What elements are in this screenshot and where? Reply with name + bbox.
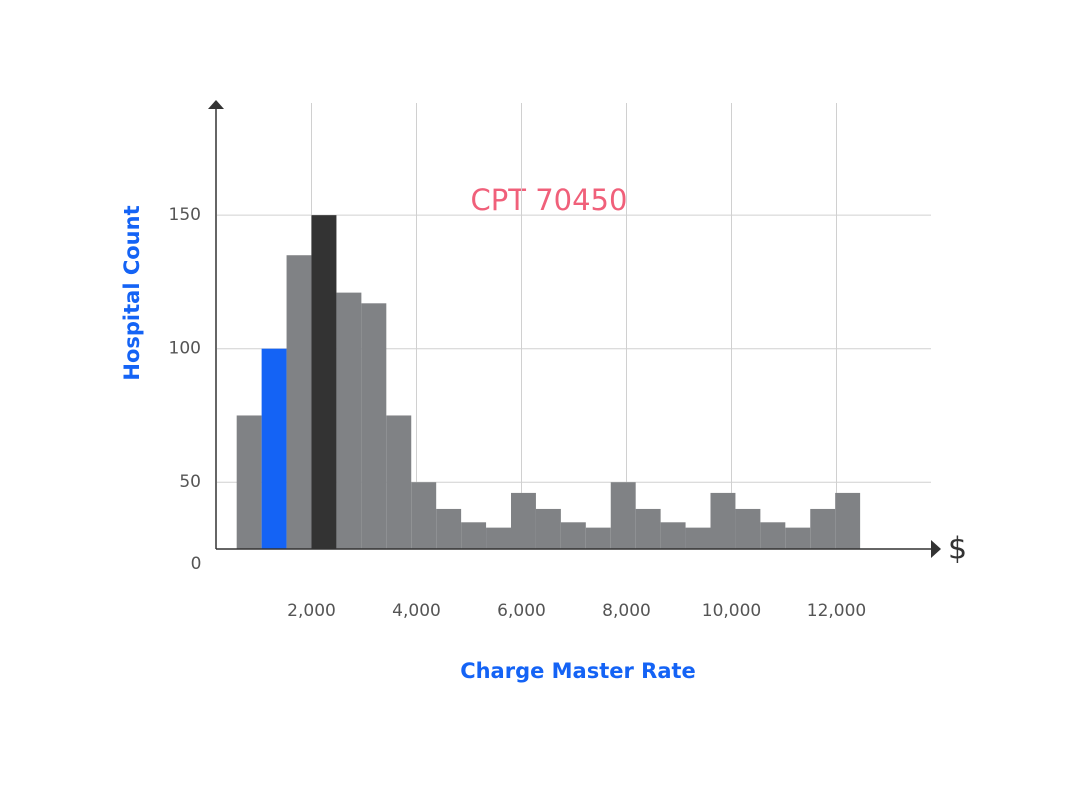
- bar: [535, 508, 561, 549]
- bar: [411, 482, 437, 549]
- x-tick-label: 6,000: [497, 601, 546, 621]
- y-axis-arrow: [208, 100, 224, 109]
- x-tick-label: 8,000: [602, 601, 651, 621]
- x-tick-label: 10,000: [702, 601, 761, 621]
- bar: [286, 255, 312, 549]
- bar: [361, 303, 387, 549]
- bar: [710, 492, 736, 549]
- origin-label: 0: [191, 554, 202, 574]
- x-tick-label: 4,000: [392, 601, 441, 621]
- x-tick-label: 12,000: [807, 601, 866, 621]
- bar: [511, 492, 536, 549]
- bar: [336, 292, 362, 549]
- bar: [735, 508, 761, 549]
- y-tick-label: 150: [169, 205, 201, 225]
- bar: [560, 522, 586, 549]
- y-tick-label: 50: [179, 472, 201, 492]
- x-axis-arrow: [931, 540, 941, 558]
- bar: [261, 348, 287, 549]
- bar: [386, 415, 412, 549]
- x-axis-label: Charge Master Rate: [460, 659, 696, 683]
- bar: [436, 508, 462, 549]
- x-unit-label: $: [948, 532, 967, 567]
- chart-title: CPT 70450: [471, 183, 628, 217]
- bar: [585, 527, 611, 549]
- bar: [785, 527, 811, 549]
- x-tick-label: 2,000: [287, 601, 336, 621]
- bar: [660, 522, 686, 549]
- y-tick-label: 100: [169, 339, 201, 359]
- bar: [685, 527, 711, 549]
- bar: [835, 492, 861, 549]
- bar: [810, 508, 836, 549]
- bar: [461, 522, 487, 549]
- bar: [610, 482, 636, 549]
- bar: [760, 522, 786, 549]
- bar: [635, 508, 661, 549]
- y-axis-label: Hospital Count: [120, 205, 144, 380]
- bar: [486, 527, 511, 549]
- bar: [236, 415, 262, 549]
- bar: [311, 215, 337, 549]
